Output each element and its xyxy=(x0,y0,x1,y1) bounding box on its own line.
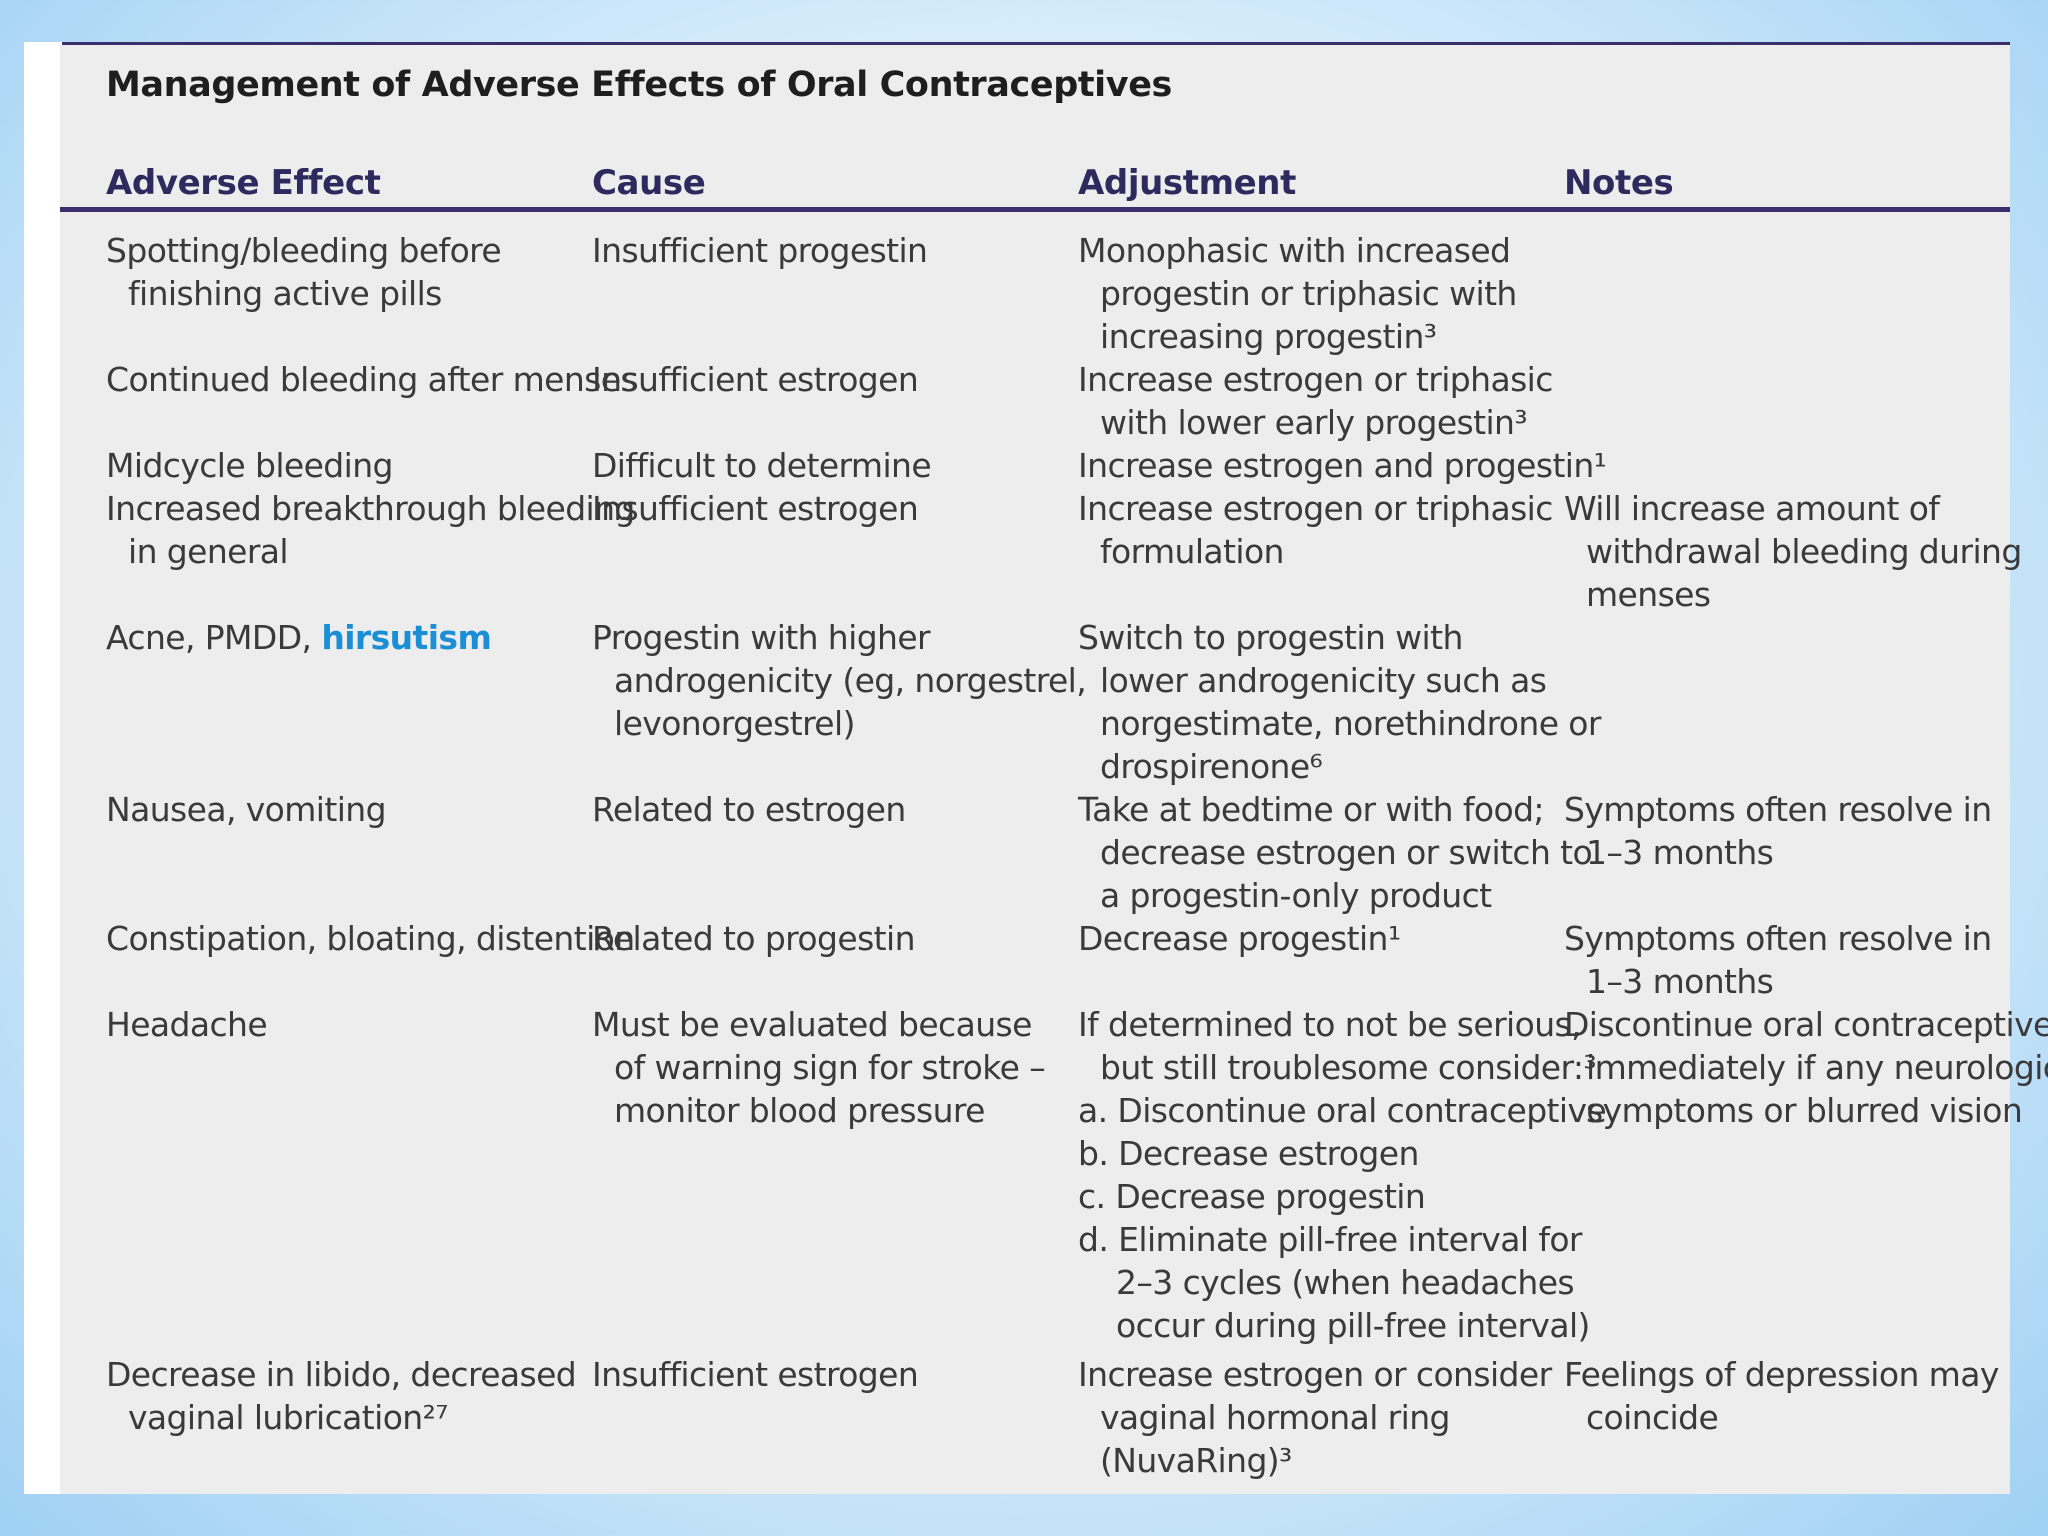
header-adverse-effect: Adverse Effect xyxy=(106,163,381,203)
table-title: Management of Adverse Effects of Oral Co… xyxy=(106,65,1172,105)
row-4-cause: Insufficient estrogen xyxy=(592,489,919,528)
row-7-notes: Symptoms often resolve in 1–3 months xyxy=(1564,919,1992,1001)
table-panel: Management of Adverse Effects of Oral Co… xyxy=(60,45,2010,1494)
row-2-effect: Continued bleeding after menses xyxy=(106,360,638,399)
header-cause: Cause xyxy=(592,163,706,203)
row-7-adjustment: Decrease progestin¹ xyxy=(1078,919,1401,958)
row-9-effect: Decrease in libido, decreased vaginal lu… xyxy=(106,1355,577,1437)
row-7-effect: Constipation, bloating, distention xyxy=(106,919,635,958)
row-9-cause: Insufficient estrogen xyxy=(592,1355,919,1394)
top-accent-left xyxy=(62,42,124,45)
header-rule xyxy=(60,207,2010,212)
row-1-effect: Spotting/bleeding before finishing activ… xyxy=(106,231,502,313)
header-notes: Notes xyxy=(1564,163,1674,203)
header-adjustment: Adjustment xyxy=(1078,163,1296,203)
row-6-notes: Symptoms often resolve in 1–3 months xyxy=(1564,790,1992,872)
slide: Management of Adverse Effects of Oral Co… xyxy=(24,42,2048,1494)
row-8-effect: Headache xyxy=(106,1005,268,1044)
row-6-cause: Related to estrogen xyxy=(592,790,906,829)
hirsutism-link[interactable]: hirsutism xyxy=(321,618,492,657)
row-9-adjustment: Increase estrogen or consider vaginal ho… xyxy=(1078,1355,1552,1480)
row-8-cause: Must be evaluated because of warning sig… xyxy=(592,1005,1046,1130)
row-2-adjustment: Increase estrogen or triphasic with lowe… xyxy=(1078,360,1553,442)
row-5-adjustment: Switch to progestin with lower androgeni… xyxy=(1078,618,1601,786)
row-3-cause: Difficult to determine xyxy=(592,446,932,485)
row-4-adjustment: Increase estrogen or triphasic formulati… xyxy=(1078,489,1553,571)
row-1-cause: Insufficient progestin xyxy=(592,231,928,270)
row-5-cause: Progestin with higher androgenicity (eg,… xyxy=(592,618,1087,743)
row-4-effect: Increased breakthrough bleeding in gener… xyxy=(106,489,635,571)
top-accent-bar xyxy=(98,42,2010,45)
row-4-notes: Will increase amount of withdrawal bleed… xyxy=(1564,489,2022,614)
row-8-adjustment: If determined to not be serious, but sti… xyxy=(1078,1005,1607,1345)
row-7-cause: Related to progestin xyxy=(592,919,915,958)
row-3-effect: Midcycle bleeding xyxy=(106,446,393,485)
row-5-effect: Acne, PMDD, hirsutism xyxy=(106,618,492,657)
row-6-effect: Nausea, vomiting xyxy=(106,790,387,829)
row-6-adjustment: Take at bedtime or with food; decrease e… xyxy=(1078,790,1593,915)
row-3-adjustment: Increase estrogen and progestin¹ xyxy=(1078,446,1607,485)
row-1-adjustment: Monophasic with increased progestin or t… xyxy=(1078,231,1517,356)
row-8-notes: Discontinue oral contraceptive immediate… xyxy=(1564,1005,2048,1130)
row-2-cause: Insufficient estrogen xyxy=(592,360,919,399)
row-9-notes: Feelings of depression may coincide xyxy=(1564,1355,1999,1437)
